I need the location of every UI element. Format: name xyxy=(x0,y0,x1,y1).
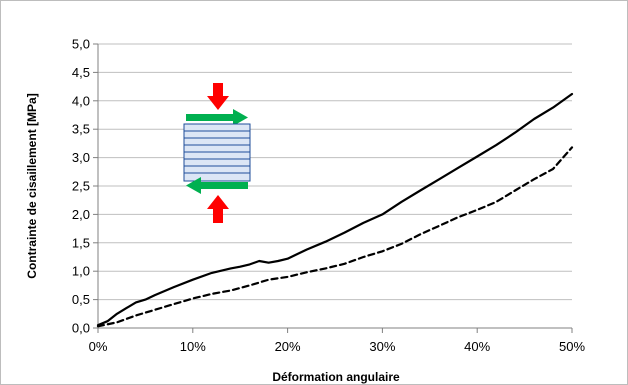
y-tick-label: 2,5 xyxy=(72,179,90,194)
x-tick-label: 10% xyxy=(180,339,206,354)
series-lines xyxy=(96,92,574,328)
grid-lines xyxy=(98,43,572,301)
specimen-shear-arrows-icon xyxy=(183,83,251,223)
series-line-dashed xyxy=(96,146,574,328)
series-line-solid xyxy=(96,92,574,327)
laminate-specimen-icon xyxy=(183,123,251,182)
axes xyxy=(93,43,573,333)
x-tick-label: 30% xyxy=(369,339,395,354)
x-tick-label: 0% xyxy=(89,339,108,354)
y-tick-label: 4,0 xyxy=(72,93,90,108)
y-tick-label: 3,0 xyxy=(72,150,90,165)
compression-arrow-bottom-icon xyxy=(207,195,229,223)
x-tick-label: 40% xyxy=(464,339,490,354)
y-tick-label: 5,0 xyxy=(72,37,90,52)
y-tick-labels: 0,0 0,5 1,0 1,5 2,0 2,5 3,0 3,5 4,0 4,5 5,0 xyxy=(72,37,90,336)
shear-arrow-bottom-icon xyxy=(186,177,248,194)
y-tick-label: 0,5 xyxy=(72,292,90,307)
y-tick-label: 2,0 xyxy=(72,207,90,222)
y-tick-label: 1,0 xyxy=(72,264,90,279)
x-tick-labels: 0% 10% 20% 30% 40% 50% xyxy=(89,339,586,354)
y-tick-label: 0,0 xyxy=(72,321,90,336)
x-tick-label: 50% xyxy=(559,339,585,354)
x-axis-title: Déformation angulaire xyxy=(272,370,400,384)
compression-arrow-top-icon xyxy=(207,83,229,110)
y-axis-title: Contrainte de cisaillement [MPa] xyxy=(25,93,39,278)
shear-arrow-top-icon xyxy=(186,109,248,126)
y-tick-label: 4,5 xyxy=(72,65,90,80)
y-tick-label: 1,5 xyxy=(72,235,90,250)
x-tick-label: 20% xyxy=(275,339,301,354)
y-tick-label: 3,5 xyxy=(72,122,90,137)
